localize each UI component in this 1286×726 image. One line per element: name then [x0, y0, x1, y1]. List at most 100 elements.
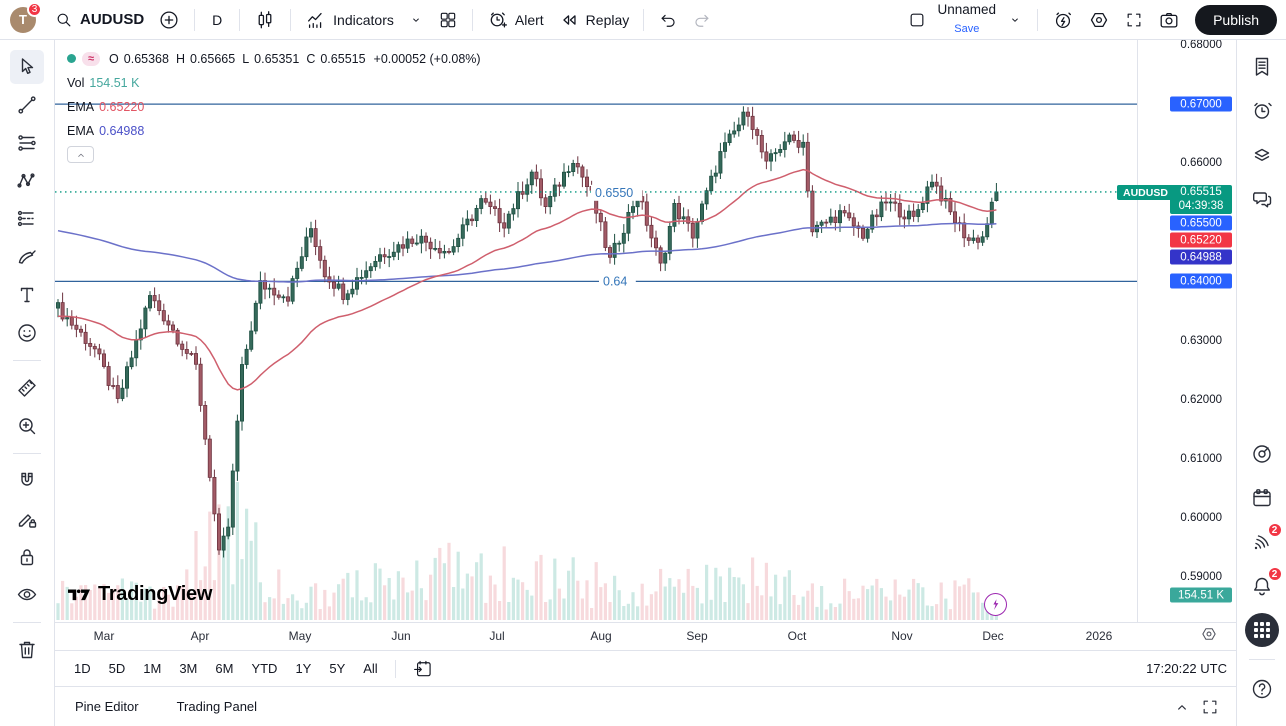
- price-tick: 0.63000: [1180, 335, 1222, 347]
- tool-brush-button[interactable]: [10, 240, 44, 274]
- tab-pine-editor[interactable]: Pine Editor: [75, 699, 139, 714]
- time-scale[interactable]: Mar Apr May Jun Jul Aug Sep Oct Nov Dec 2026: [55, 622, 1236, 650]
- layout-name-button[interactable]: Unnamed Save: [934, 2, 1001, 36]
- layout-grid-button[interactable]: [431, 5, 465, 35]
- candlestick-chart[interactable]: 0.6550 0.64: [55, 40, 1137, 622]
- layout-name: Unnamed: [937, 2, 997, 18]
- snapshot-button[interactable]: [1151, 5, 1187, 35]
- notifications-icon: [1250, 574, 1274, 598]
- save-link[interactable]: Save: [954, 23, 980, 36]
- chat-button[interactable]: [1245, 182, 1279, 216]
- open-value: 0.65368: [123, 51, 169, 66]
- ema-fast-value: 0.65220: [99, 99, 145, 114]
- close-label: C: [306, 51, 316, 66]
- panel-expand-chevron-button[interactable]: [1168, 693, 1196, 721]
- symbol-name: AUDUSD: [80, 11, 145, 28]
- event-lightning-marker[interactable]: [984, 593, 1007, 616]
- redo-button[interactable]: [685, 5, 719, 35]
- redo-icon: [692, 10, 712, 30]
- range-3m-button[interactable]: 3M: [170, 658, 206, 679]
- range-1m-button[interactable]: 1M: [134, 658, 170, 679]
- tool-zoom-in-button[interactable]: [10, 409, 44, 443]
- gear-icon: [1200, 625, 1218, 643]
- range-1y-button[interactable]: 1Y: [286, 658, 320, 679]
- divider: [471, 8, 473, 31]
- indicator-templates-chevron[interactable]: [401, 5, 431, 35]
- indicators-label: Indicators: [333, 11, 394, 28]
- tool-trend-line-button[interactable]: [10, 88, 44, 122]
- tool-emoji-button[interactable]: [10, 316, 44, 350]
- replay-button[interactable]: Replay: [551, 5, 637, 35]
- range-5y-button[interactable]: 5Y: [320, 658, 354, 679]
- tool-cursor-button[interactable]: [10, 50, 44, 84]
- economic-calendar-button[interactable]: [1245, 481, 1279, 515]
- price-tick: 0.62000: [1180, 394, 1222, 406]
- tool-magnet-button[interactable]: [10, 464, 44, 498]
- tool-remove-all-drawings-button[interactable]: [10, 633, 44, 667]
- tool-measure-button[interactable]: [10, 371, 44, 405]
- tool-lock-all-drawings-button[interactable]: [10, 540, 44, 574]
- market-status-dot[interactable]: [67, 54, 76, 63]
- legend-collapse-button[interactable]: [67, 146, 94, 163]
- range-6m-button[interactable]: 6M: [206, 658, 242, 679]
- range-buttons: 1D 5D 1M 3M 6M YTD 1Y 5Y All: [65, 658, 387, 679]
- grid-layout-icon: [438, 10, 458, 30]
- tool-hide-all-drawings-button[interactable]: [10, 578, 44, 612]
- volume-value: 154.51 K: [89, 75, 140, 90]
- bar-countdown: 04:39:38: [1178, 199, 1224, 212]
- go-to-date-button[interactable]: [404, 656, 442, 682]
- chart-pane[interactable]: 0.6550 0.64 0.68000 0.66000 0.63000 0.62000 0…: [55, 40, 1236, 622]
- ema-fast-label: EMA: [67, 99, 95, 114]
- tab-trading-panel[interactable]: Trading Panel: [176, 699, 258, 714]
- tool-text-button[interactable]: [10, 278, 44, 312]
- alerts-icon: [1250, 99, 1274, 123]
- undo-button[interactable]: [651, 5, 685, 35]
- price-scale[interactable]: 0.68000 0.66000 0.63000 0.62000 0.61000 0.600…: [1137, 40, 1236, 622]
- layout-chevron[interactable]: [1000, 5, 1030, 35]
- candles-icon: [254, 9, 276, 31]
- tool-pattern-xabcd-button[interactable]: [10, 164, 44, 198]
- quick-search-button[interactable]: [1045, 5, 1081, 35]
- watchlist-button[interactable]: [1245, 50, 1279, 84]
- price-tick: 0.68000: [1180, 40, 1222, 51]
- alerts-button[interactable]: [1245, 94, 1279, 128]
- notifications-button[interactable]: 2: [1245, 566, 1283, 603]
- time-label-nov: Nov: [891, 629, 913, 643]
- symbol-search-button[interactable]: AUDUSD: [47, 5, 151, 35]
- layout-square-button[interactable]: [900, 5, 934, 35]
- replay-icon: [558, 9, 580, 31]
- price-tick: 0.59000: [1180, 571, 1222, 583]
- settings-button[interactable]: [1081, 5, 1117, 35]
- user-avatar[interactable]: T 3: [9, 1, 42, 34]
- chevron-down-icon: [1007, 12, 1023, 28]
- range-all-button[interactable]: All: [354, 658, 386, 679]
- range-1d-button[interactable]: 1D: [65, 658, 100, 679]
- compare-add-button[interactable]: [151, 5, 187, 35]
- object-tree-button[interactable]: [1245, 138, 1279, 172]
- timeframe-button[interactable]: D: [202, 5, 232, 35]
- timezone-settings-button[interactable]: [1200, 625, 1218, 643]
- plus-circle-icon: [158, 9, 180, 31]
- tool-forecast-button[interactable]: [10, 202, 44, 236]
- divider: [13, 622, 41, 623]
- tool-fib-retracement-button[interactable]: [10, 126, 44, 160]
- measure-icon: [15, 376, 39, 400]
- minds-toggle[interactable]: ≈: [82, 51, 101, 66]
- alert-button[interactable]: Alert: [480, 5, 551, 35]
- apps-button[interactable]: [1244, 613, 1279, 647]
- help-button[interactable]: [1245, 672, 1279, 706]
- tool-drawing-mode-lock-button[interactable]: [10, 502, 44, 536]
- clock-utc-button[interactable]: 17:20:22 UTC: [1146, 661, 1227, 676]
- fullscreen-button[interactable]: [1117, 5, 1151, 35]
- range-5d-button[interactable]: 5D: [100, 658, 135, 679]
- publish-button[interactable]: Publish: [1195, 4, 1277, 35]
- screener-button[interactable]: [1245, 437, 1279, 471]
- trend-line-icon: [15, 93, 39, 117]
- divider: [194, 8, 196, 31]
- chart-style-button[interactable]: [247, 5, 283, 35]
- indicators-button[interactable]: Indicators: [298, 5, 401, 35]
- panel-maximize-button[interactable]: [1196, 693, 1224, 721]
- streams-button[interactable]: 2: [1245, 522, 1283, 559]
- range-ytd-button[interactable]: YTD: [242, 658, 286, 679]
- lightning-icon: [987, 596, 1004, 613]
